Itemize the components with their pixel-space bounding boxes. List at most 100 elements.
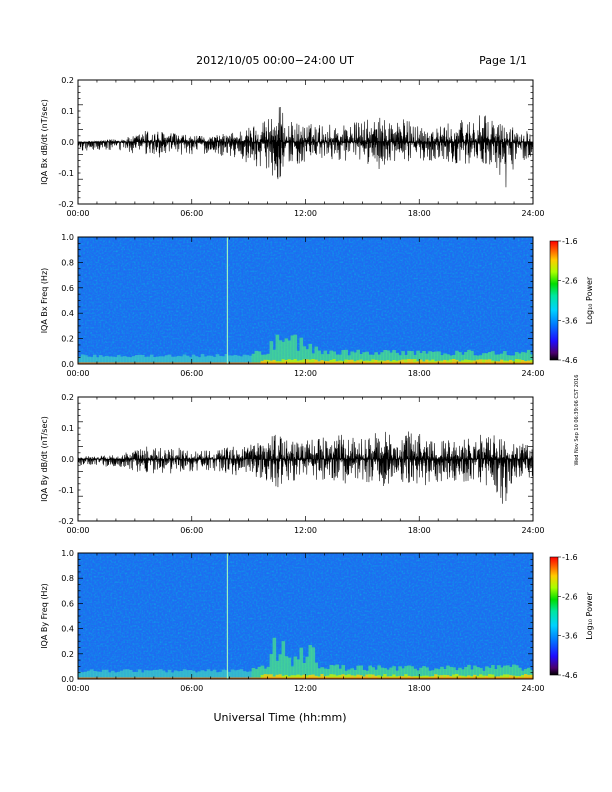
spectrogram-cell	[92, 354, 97, 364]
x-tick-label: 24:00	[521, 209, 544, 218]
spectrogram-cell	[338, 360, 343, 364]
spectrogram-cell	[158, 356, 163, 364]
spectrogram-cell	[458, 667, 462, 679]
spectrogram-cell	[248, 355, 253, 364]
spectrogram-cell	[182, 669, 187, 679]
spectrogram-cell	[515, 359, 519, 364]
spectrogram-cell	[380, 667, 384, 679]
spectrogram-cell	[143, 356, 148, 364]
spectrogram-cell	[530, 670, 534, 679]
spectrogram-cell	[230, 669, 235, 679]
spectrogram-cell	[152, 356, 157, 364]
spectrogram-cell	[509, 666, 513, 679]
spectrogram-cell	[335, 664, 340, 679]
spectrogram-cell	[377, 354, 381, 364]
spectrogram-cell	[509, 359, 513, 364]
spectrogram-cell	[413, 359, 417, 364]
spectrogram-cell	[374, 675, 378, 679]
spectrogram-cell	[488, 674, 492, 679]
spectrogram-cell	[203, 356, 208, 364]
spectrogram-cell	[86, 356, 91, 364]
spectrogram-cell	[347, 669, 352, 679]
y-tick-label: 0.6	[61, 599, 74, 608]
spectrogram-cell	[200, 354, 205, 364]
spectrogram-cell	[326, 354, 331, 364]
spectrogram-cell	[446, 675, 450, 679]
x-tick-label: 00:00	[66, 526, 89, 535]
spectrogram-cell	[359, 665, 363, 679]
spectrogram-cell	[506, 355, 510, 364]
spectrogram-cell	[521, 360, 525, 364]
spectrogram-cell	[404, 674, 408, 679]
spectrogram-cell	[194, 672, 199, 679]
spectrogram-cell	[296, 360, 301, 364]
spectrogram-cell	[302, 674, 307, 679]
spectrogram-cell	[383, 360, 387, 364]
spectrogram-cell	[431, 359, 435, 364]
spectrogram-cell	[467, 675, 471, 679]
spectrogram-cell	[311, 674, 316, 679]
series-trace	[77, 431, 534, 504]
x-tick-label: 24:00	[521, 526, 544, 535]
spectrogram-cell	[413, 668, 417, 679]
y-tick-label: 0.2	[61, 335, 74, 344]
spectrogram-cell	[503, 360, 507, 364]
spectrogram-cell	[170, 672, 175, 679]
spectrogram-cell	[401, 668, 405, 679]
spectrogram-cell	[419, 359, 423, 364]
spectrogram-cell	[78, 356, 82, 364]
spectrogram-cell	[266, 359, 271, 364]
spectrogram-cell	[467, 359, 471, 364]
y-tick-label: 0.0	[61, 138, 74, 147]
spectrogram-cell	[335, 675, 340, 679]
spectrogram-cell	[509, 675, 513, 679]
spectrogram-cell	[395, 352, 399, 364]
spectrogram-cell	[191, 670, 196, 679]
y-tick-label: 0.0	[61, 675, 74, 684]
spectrogram-cell	[119, 670, 124, 679]
spectrogram-cell	[485, 353, 489, 364]
spectrogram-cell	[512, 664, 516, 679]
x-tick-label: 18:00	[408, 209, 431, 218]
spectrogram-cell	[278, 340, 283, 364]
spectrogram-cell	[311, 353, 316, 364]
bx-spectrogram-panel: 00:00 06:00 12:00 18:00 24:00 1.0 0.8 0.6 0.4 0.2…	[40, 233, 545, 378]
spectrogram-cell	[350, 668, 354, 679]
spectrogram-cell	[248, 671, 253, 679]
y-tick-label: -0.1	[58, 486, 74, 495]
spectrogram-cell	[509, 355, 513, 364]
spectrogram-cell	[278, 674, 283, 679]
spectrogram-cell	[500, 353, 504, 364]
spectrogram-cell	[314, 346, 319, 364]
spectrogram-cell	[212, 669, 217, 679]
spectrogram-cell	[386, 669, 390, 679]
spectrogram-cell	[422, 666, 426, 679]
y-tick-label: -0.1	[58, 169, 74, 178]
y-tick-label: 0.1	[61, 107, 74, 116]
spectrogram-cell	[200, 670, 205, 679]
spectrogram-cell	[326, 675, 331, 679]
spectrogram-cell	[491, 360, 495, 364]
spectrogram-cell	[404, 359, 408, 364]
spectrogram-cell	[272, 349, 277, 364]
spectrogram-cell	[263, 354, 268, 364]
spectrogram-cell	[155, 669, 160, 679]
spectrogram-cell	[101, 356, 106, 364]
spectrogram-cell	[353, 352, 357, 364]
y-tick-label: 0.8	[61, 258, 74, 267]
spectrogram-cell	[245, 355, 250, 364]
spectrogram-cell	[104, 355, 109, 364]
spectrogram-cell	[392, 674, 396, 679]
page-title: 2012/10/05 00:00−24:00 UT	[196, 54, 354, 67]
spectrogram-artifact	[226, 237, 229, 364]
spectrogram-cell	[518, 353, 522, 364]
spectrogram-cell	[449, 666, 453, 679]
spectrogram-cell	[476, 359, 480, 364]
spectrogram-cell	[407, 359, 411, 364]
spectrogram-cell	[485, 675, 489, 679]
spectrogram-cell	[521, 670, 525, 679]
x-tick-label: 12:00	[294, 526, 317, 535]
x-tick-label: 12:00	[294, 209, 317, 218]
x-tick-label: 18:00	[408, 369, 431, 378]
spectrogram-noise	[78, 237, 533, 364]
